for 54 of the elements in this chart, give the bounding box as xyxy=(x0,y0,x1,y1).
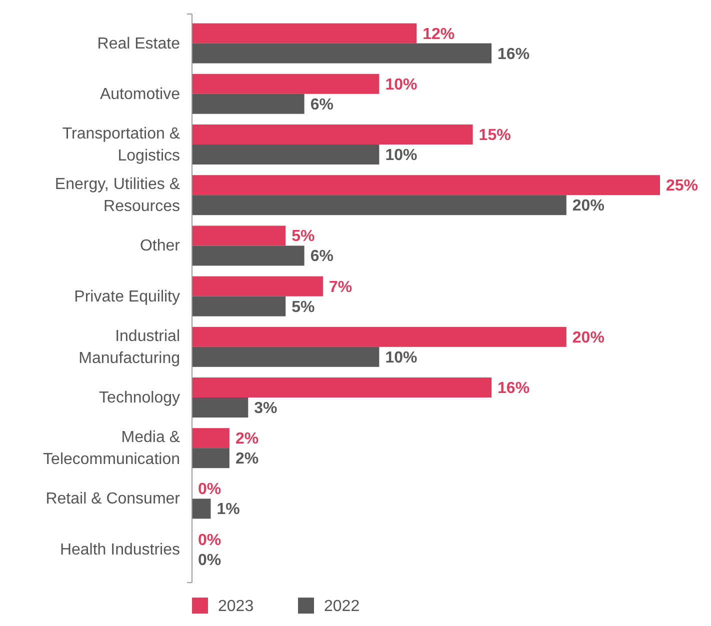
bar xyxy=(192,43,492,64)
data-label: 1% xyxy=(216,501,240,518)
bar xyxy=(192,276,324,296)
data-label: 20% xyxy=(572,198,604,215)
bar xyxy=(192,94,304,114)
bar xyxy=(192,246,304,266)
data-label: 5% xyxy=(292,298,315,316)
data-label: 10% xyxy=(385,147,418,164)
bar xyxy=(192,296,286,316)
legend-label: 2022 xyxy=(324,598,360,616)
legend-label: 2023 xyxy=(218,598,254,616)
bar xyxy=(192,398,248,418)
y-tick-label: Transportation & Logistics xyxy=(62,125,180,164)
bar xyxy=(192,448,230,468)
data-label: 3% xyxy=(254,400,278,417)
data-label: 2% xyxy=(235,450,259,468)
data-label: 10% xyxy=(385,349,418,366)
data-label: 16% xyxy=(498,46,530,63)
data-label: 6% xyxy=(310,248,334,266)
data-label: 5% xyxy=(292,228,315,246)
y-tick-label: Retail & Consumer xyxy=(46,490,181,508)
y-tick-label: Health Industries xyxy=(60,540,180,558)
y-tick-label: Automotive xyxy=(100,85,180,102)
data-label: 0% xyxy=(198,552,222,569)
bar xyxy=(192,195,566,216)
data-label: 20% xyxy=(572,329,604,346)
bar xyxy=(192,23,417,44)
bar xyxy=(192,498,211,519)
bar xyxy=(192,428,230,448)
data-label: 12% xyxy=(422,26,455,43)
bar xyxy=(192,326,566,347)
bar xyxy=(192,346,380,367)
bar xyxy=(192,175,660,196)
y-tick-label: Technology xyxy=(99,389,180,406)
y-tick-label: Energy, Utilities & Resources xyxy=(54,176,180,215)
y-tick-label: Media & Telecommunication xyxy=(43,428,180,468)
data-label: 7% xyxy=(329,278,352,296)
bar xyxy=(192,144,380,164)
y-tick-label: Real Estate xyxy=(97,34,180,52)
data-label: 6% xyxy=(310,96,334,114)
data-label: 0% xyxy=(198,532,222,549)
bar xyxy=(192,226,286,246)
bar xyxy=(192,124,473,144)
data-label: 0% xyxy=(198,481,222,498)
bar xyxy=(192,74,380,94)
data-label: 10% xyxy=(385,76,418,94)
data-label: 16% xyxy=(498,380,530,397)
data-label: 2% xyxy=(235,430,259,448)
data-label: 15% xyxy=(478,127,511,144)
y-tick-label: Industrial Manufacturing xyxy=(78,327,180,366)
y-tick-label: Private Equility xyxy=(74,288,180,305)
data-label: 25% xyxy=(666,178,698,195)
bar xyxy=(192,378,492,398)
y-tick-label: Other xyxy=(140,237,181,254)
